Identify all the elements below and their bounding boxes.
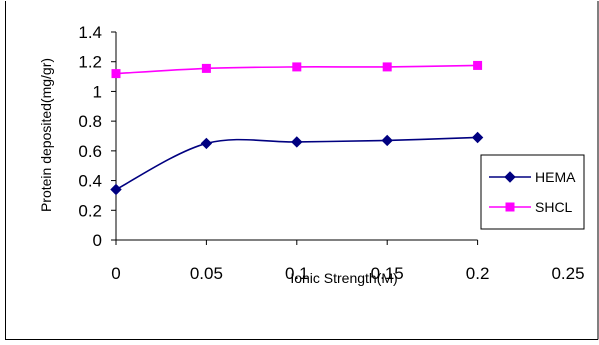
y-tick-label: 0.8 <box>78 112 102 131</box>
y-tick-label: 0.4 <box>78 172 102 191</box>
y-tick-label: 0.6 <box>78 142 102 161</box>
x-axis-label: Ionic Strength(M) <box>290 270 397 286</box>
legend-box <box>480 154 585 230</box>
axes: 0 0.2 0.4 0.6 0.8 1 1.2 1.4 0 0.05 0.1 0.15 0.2 0.25 <box>5 1 599 340</box>
y-tick-label: 0 <box>93 231 102 250</box>
data-point <box>111 69 121 79</box>
data-point <box>291 136 303 148</box>
data-point <box>473 60 483 70</box>
x-tick-label: 0.25 <box>551 264 584 283</box>
legend-item: SHCL <box>489 199 573 215</box>
series-layer <box>110 60 484 196</box>
y-tick-label: 1 <box>93 82 102 101</box>
data-point <box>471 131 484 144</box>
data-point <box>292 62 302 72</box>
legend-swatch-marker <box>504 171 516 183</box>
data-point <box>200 137 213 150</box>
data-point <box>110 183 122 196</box>
y-axis-label: Protein deposited(mg/gr) <box>38 58 54 212</box>
y-tick-label: 1.2 <box>78 53 102 72</box>
x-tick-label: 0.2 <box>466 264 490 283</box>
x-tick-label: 0.15 <box>371 264 404 283</box>
series-shcl <box>111 60 483 79</box>
legend-label: HEMA <box>535 169 576 185</box>
x-tick-label: 0.1 <box>285 264 309 283</box>
legend: HEMA SHCL <box>480 154 585 230</box>
series-hema <box>110 131 484 196</box>
data-point <box>201 63 211 73</box>
data-point <box>382 62 392 72</box>
y-tick-label: 0.2 <box>78 201 102 220</box>
x-tick-label: 0 <box>111 264 120 283</box>
legend-swatch-marker <box>505 202 515 212</box>
legend-label: SHCL <box>535 199 573 215</box>
x-tick-label: 0.05 <box>190 264 223 283</box>
legend-item: HEMA <box>489 169 576 185</box>
data-point <box>381 134 393 147</box>
y-tick-label: 1.4 <box>78 23 102 42</box>
